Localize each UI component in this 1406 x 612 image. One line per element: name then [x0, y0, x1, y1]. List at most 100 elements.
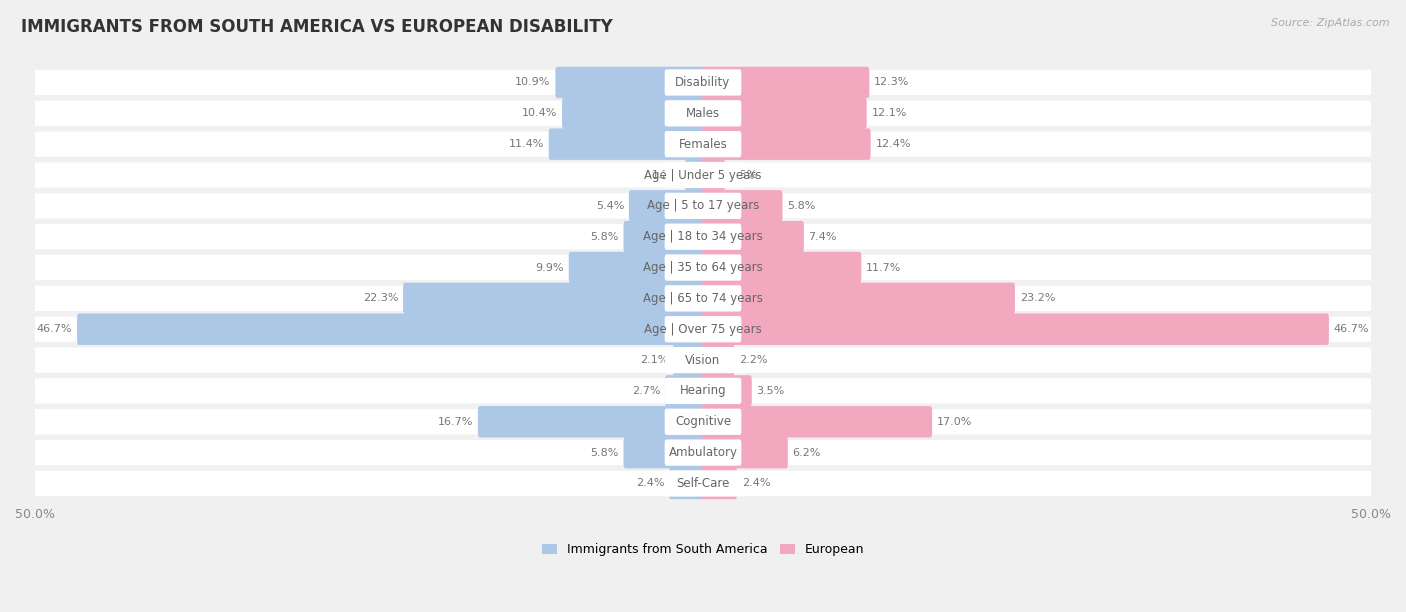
FancyBboxPatch shape [702, 252, 862, 283]
FancyBboxPatch shape [478, 406, 704, 438]
Text: Hearing: Hearing [679, 384, 727, 397]
Text: 7.4%: 7.4% [808, 232, 837, 242]
FancyBboxPatch shape [702, 468, 737, 499]
FancyBboxPatch shape [35, 378, 1371, 403]
Text: 10.4%: 10.4% [522, 108, 557, 118]
FancyBboxPatch shape [665, 223, 741, 250]
Text: 10.9%: 10.9% [516, 78, 551, 88]
FancyBboxPatch shape [35, 348, 1371, 373]
Text: 12.3%: 12.3% [875, 78, 910, 88]
FancyBboxPatch shape [35, 132, 1371, 157]
Text: Cognitive: Cognitive [675, 416, 731, 428]
Text: Males: Males [686, 107, 720, 120]
Text: Ambulatory: Ambulatory [668, 446, 738, 459]
FancyBboxPatch shape [35, 440, 1371, 465]
Text: 16.7%: 16.7% [437, 417, 474, 427]
Text: Age | 18 to 34 years: Age | 18 to 34 years [643, 230, 763, 243]
FancyBboxPatch shape [665, 375, 704, 406]
Text: Age | Over 75 years: Age | Over 75 years [644, 323, 762, 336]
Text: 2.4%: 2.4% [636, 479, 664, 488]
Text: 11.4%: 11.4% [509, 139, 544, 149]
Text: 5.8%: 5.8% [787, 201, 815, 211]
FancyBboxPatch shape [702, 437, 787, 468]
Text: 12.4%: 12.4% [876, 139, 911, 149]
FancyBboxPatch shape [702, 375, 752, 406]
Text: Vision: Vision [685, 354, 721, 367]
Text: 46.7%: 46.7% [37, 324, 72, 334]
Text: 2.2%: 2.2% [740, 355, 768, 365]
FancyBboxPatch shape [702, 313, 1329, 345]
FancyBboxPatch shape [665, 439, 741, 466]
FancyBboxPatch shape [702, 129, 870, 160]
Text: Age | 65 to 74 years: Age | 65 to 74 years [643, 292, 763, 305]
Text: Age | 5 to 17 years: Age | 5 to 17 years [647, 200, 759, 212]
Text: 46.7%: 46.7% [1334, 324, 1369, 334]
Text: Age | Under 5 years: Age | Under 5 years [644, 168, 762, 182]
FancyBboxPatch shape [623, 221, 704, 252]
FancyBboxPatch shape [702, 67, 869, 98]
FancyBboxPatch shape [702, 406, 932, 438]
FancyBboxPatch shape [555, 67, 704, 98]
FancyBboxPatch shape [665, 193, 741, 219]
Legend: Immigrants from South America, European: Immigrants from South America, European [537, 539, 869, 561]
FancyBboxPatch shape [35, 409, 1371, 435]
Text: 12.1%: 12.1% [872, 108, 907, 118]
FancyBboxPatch shape [35, 224, 1371, 249]
Text: 11.7%: 11.7% [866, 263, 901, 272]
FancyBboxPatch shape [569, 252, 704, 283]
Text: 2.7%: 2.7% [631, 386, 661, 396]
Text: 6.2%: 6.2% [793, 447, 821, 458]
FancyBboxPatch shape [548, 129, 704, 160]
FancyBboxPatch shape [35, 193, 1371, 218]
FancyBboxPatch shape [665, 285, 741, 312]
FancyBboxPatch shape [77, 313, 704, 345]
FancyBboxPatch shape [665, 100, 741, 127]
FancyBboxPatch shape [673, 345, 704, 376]
Text: Females: Females [679, 138, 727, 151]
FancyBboxPatch shape [562, 97, 704, 129]
FancyBboxPatch shape [35, 255, 1371, 280]
Text: Disability: Disability [675, 76, 731, 89]
FancyBboxPatch shape [702, 221, 804, 252]
FancyBboxPatch shape [35, 162, 1371, 188]
Text: 5.8%: 5.8% [591, 447, 619, 458]
Text: 5.4%: 5.4% [596, 201, 624, 211]
Text: 1.2%: 1.2% [652, 170, 681, 180]
Text: Age | 35 to 64 years: Age | 35 to 64 years [643, 261, 763, 274]
FancyBboxPatch shape [35, 70, 1371, 95]
FancyBboxPatch shape [628, 190, 704, 222]
FancyBboxPatch shape [665, 162, 741, 188]
FancyBboxPatch shape [702, 283, 1015, 314]
FancyBboxPatch shape [35, 100, 1371, 126]
Text: IMMIGRANTS FROM SOUTH AMERICA VS EUROPEAN DISABILITY: IMMIGRANTS FROM SOUTH AMERICA VS EUROPEA… [21, 18, 613, 36]
Text: 17.0%: 17.0% [936, 417, 972, 427]
Text: 1.5%: 1.5% [730, 170, 758, 180]
Text: 22.3%: 22.3% [363, 293, 398, 304]
FancyBboxPatch shape [685, 159, 704, 191]
FancyBboxPatch shape [665, 470, 741, 496]
FancyBboxPatch shape [35, 286, 1371, 311]
FancyBboxPatch shape [665, 378, 741, 404]
Text: 3.5%: 3.5% [756, 386, 785, 396]
Text: Self-Care: Self-Care [676, 477, 730, 490]
FancyBboxPatch shape [665, 316, 741, 342]
FancyBboxPatch shape [665, 255, 741, 281]
FancyBboxPatch shape [702, 190, 783, 222]
Text: Source: ZipAtlas.com: Source: ZipAtlas.com [1271, 18, 1389, 28]
FancyBboxPatch shape [665, 347, 741, 373]
Text: 5.8%: 5.8% [591, 232, 619, 242]
FancyBboxPatch shape [702, 159, 725, 191]
FancyBboxPatch shape [702, 97, 866, 129]
FancyBboxPatch shape [702, 345, 734, 376]
Text: 9.9%: 9.9% [536, 263, 564, 272]
FancyBboxPatch shape [404, 283, 704, 314]
FancyBboxPatch shape [665, 69, 741, 95]
Text: 2.1%: 2.1% [640, 355, 668, 365]
Text: 23.2%: 23.2% [1019, 293, 1054, 304]
FancyBboxPatch shape [35, 316, 1371, 342]
FancyBboxPatch shape [623, 437, 704, 468]
FancyBboxPatch shape [665, 409, 741, 435]
FancyBboxPatch shape [669, 468, 704, 499]
Text: 2.4%: 2.4% [742, 479, 770, 488]
FancyBboxPatch shape [665, 131, 741, 157]
